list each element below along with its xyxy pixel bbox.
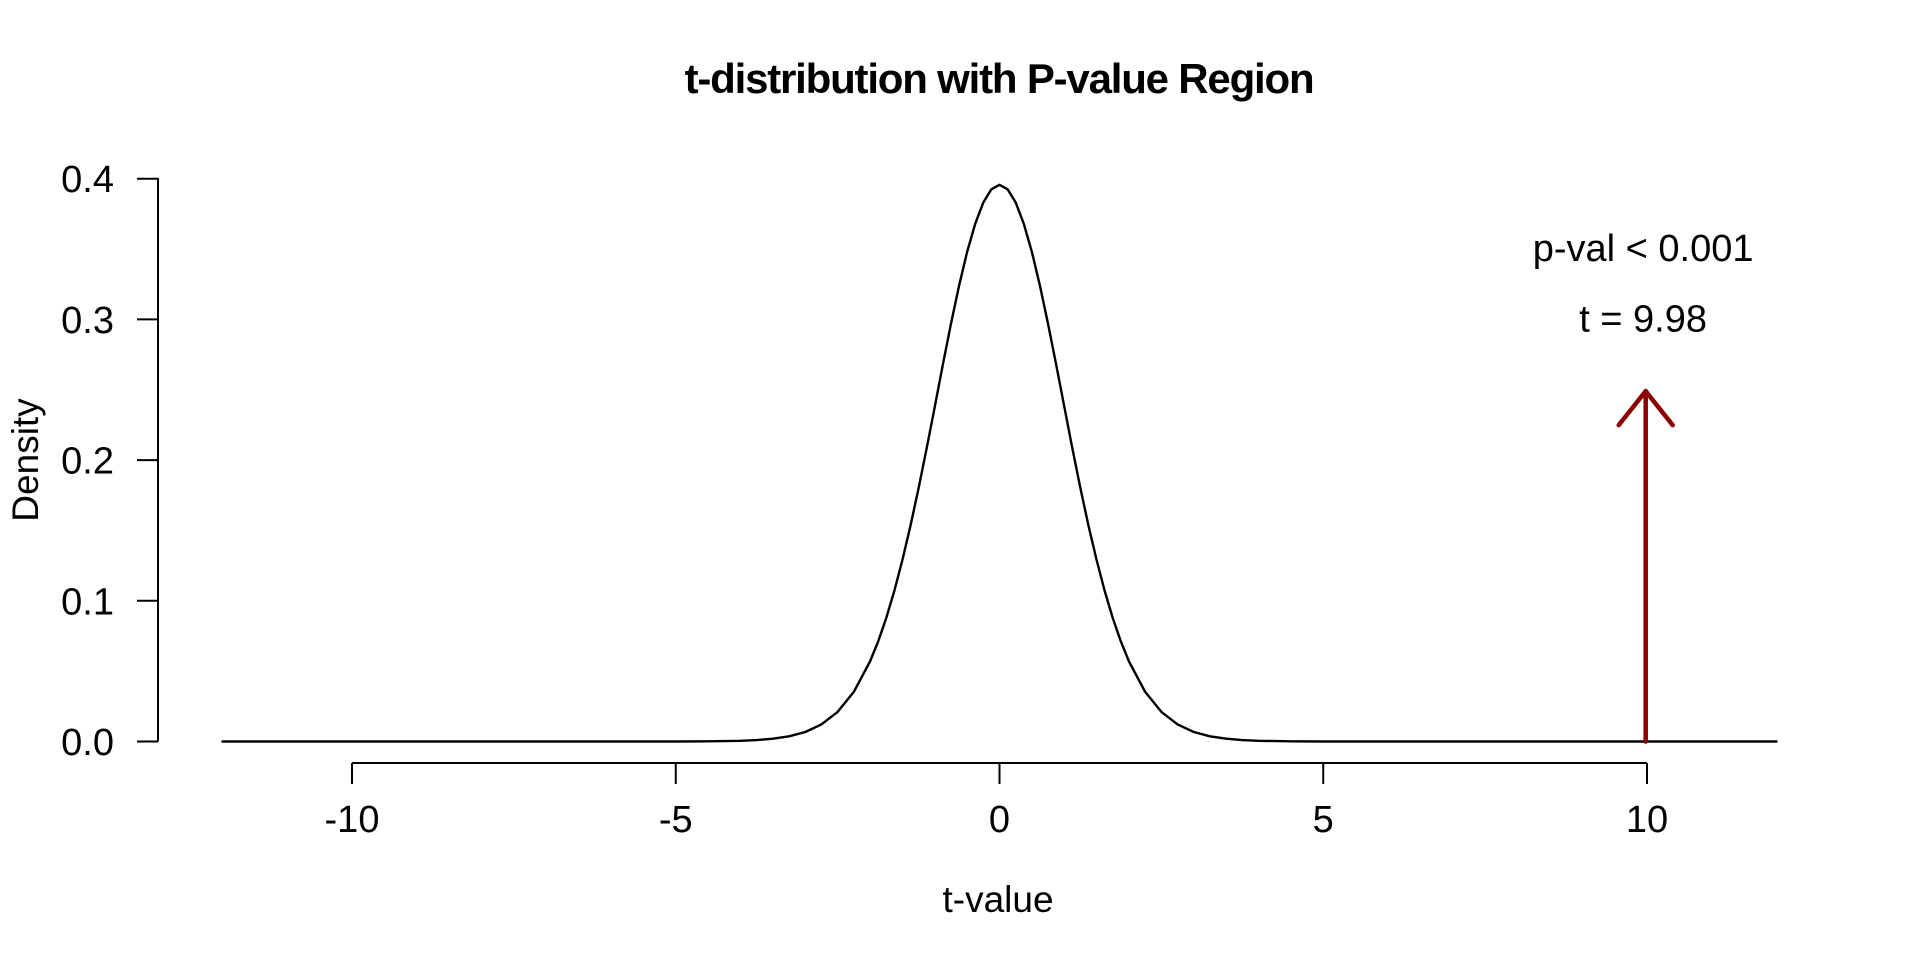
significance-arrow (1616, 388, 1675, 744)
y-axis: 0.0 0.1 0.2 0.3 0.4 (61, 159, 159, 764)
plot-title: t-distribution with P-value Region (685, 55, 1314, 102)
t-stat-annotation: t = 9.98 (1579, 298, 1707, 340)
arrow-head-left (1616, 388, 1648, 428)
y-axis-label: Density (5, 398, 46, 522)
x-tick-label: -10 (325, 799, 380, 841)
x-axis-label: t-value (942, 879, 1053, 920)
x-axis: -10 -5 0 5 10 (325, 762, 1669, 841)
x-tick-label: 5 (1313, 799, 1334, 841)
y-tick-label: 0.4 (61, 159, 114, 201)
x-tick-label: 0 (989, 799, 1010, 841)
x-ticks (351, 763, 1648, 784)
y-tick-label: 0.2 (61, 441, 114, 483)
x-tick-label: 10 (1626, 799, 1668, 841)
y-ticks (137, 177, 158, 743)
x-tick-label: -5 (659, 799, 693, 841)
arrow-head-right (1643, 388, 1675, 428)
y-tick-label: 0.1 (61, 581, 114, 623)
x-tick-labels: -10 -5 0 5 10 (325, 799, 1669, 841)
y-tick-labels: 0.0 0.1 0.2 0.3 0.4 (61, 159, 114, 764)
density-curve (221, 183, 1778, 743)
y-tick-label: 0.3 (61, 300, 114, 342)
y-tick-label: 0.0 (61, 722, 114, 764)
p-value-annotation: p-val < 0.001 (1533, 228, 1754, 270)
